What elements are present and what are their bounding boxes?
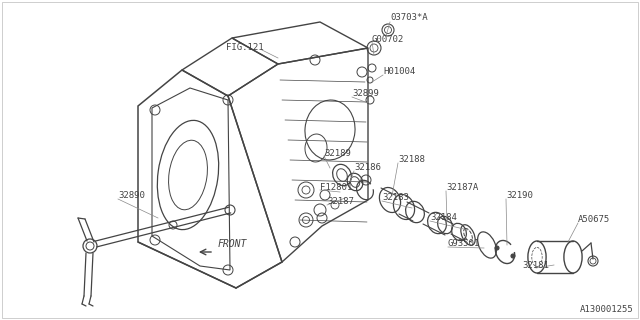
Circle shape xyxy=(511,254,515,258)
Text: FIG.121: FIG.121 xyxy=(226,44,264,52)
Text: 32183: 32183 xyxy=(382,194,409,203)
Text: 32186: 32186 xyxy=(354,164,381,172)
Text: 32187: 32187 xyxy=(327,197,354,206)
Text: 32189: 32189 xyxy=(324,148,351,157)
Text: H01004: H01004 xyxy=(383,68,415,76)
Text: G93501: G93501 xyxy=(448,239,480,249)
Text: 32890: 32890 xyxy=(118,191,145,201)
Text: FRONT: FRONT xyxy=(218,239,248,249)
Text: 03703*A: 03703*A xyxy=(390,13,428,22)
Text: 32184: 32184 xyxy=(430,213,457,222)
Circle shape xyxy=(495,246,499,250)
Text: F12801: F12801 xyxy=(320,183,352,193)
Text: A50675: A50675 xyxy=(578,215,611,225)
Text: 32899: 32899 xyxy=(352,90,379,99)
Text: G00702: G00702 xyxy=(372,36,404,44)
Text: 32188: 32188 xyxy=(398,156,425,164)
Text: A130001255: A130001255 xyxy=(580,305,634,314)
Text: 32190: 32190 xyxy=(506,191,533,201)
Text: 32187A: 32187A xyxy=(446,183,478,193)
Text: 32181: 32181 xyxy=(523,261,549,270)
